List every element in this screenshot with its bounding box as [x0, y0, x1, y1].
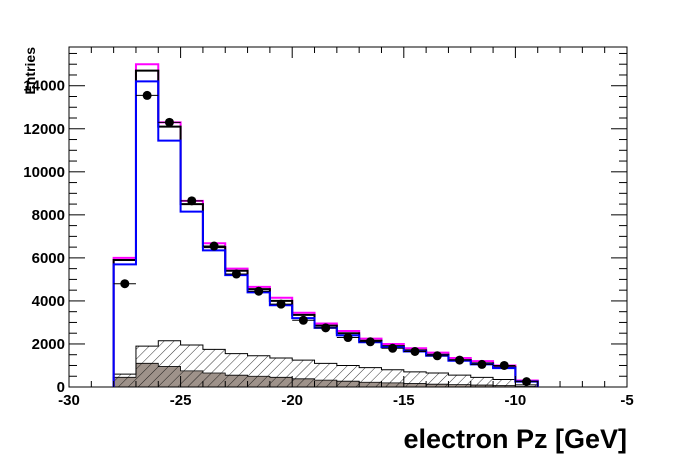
data-point	[499, 360, 509, 370]
data-point	[522, 377, 532, 387]
y-tick-label: 10000	[23, 164, 65, 181]
data-point	[388, 343, 398, 353]
data-point	[142, 90, 152, 100]
y-tick-label: 14000	[23, 78, 65, 95]
step-series-line-0	[112, 63, 539, 387]
y-tick-label: 0	[57, 379, 65, 396]
x-tick-label: -5	[620, 392, 633, 409]
data-point	[410, 346, 420, 356]
x-tick-label: -10	[505, 392, 527, 409]
y-axis-title: Entries	[22, 47, 38, 95]
data-point	[455, 355, 465, 365]
step-histogram-layer	[112, 63, 539, 387]
x-tick-label: -20	[281, 392, 303, 409]
data-point	[187, 196, 197, 206]
hatched-series-area	[113, 340, 539, 388]
data-point	[209, 241, 219, 251]
step-series-line-1	[112, 69, 539, 387]
data-point	[432, 351, 442, 361]
data-point	[298, 315, 308, 325]
x-tick-label: -30	[58, 392, 80, 409]
y-tick-label: 2000	[32, 336, 65, 353]
y-tick-label: 4000	[32, 293, 65, 310]
x-tick-label: -15	[393, 392, 415, 409]
data-point	[254, 286, 264, 296]
y-tick-label: 12000	[23, 121, 65, 138]
data-point	[120, 279, 130, 289]
data-point	[343, 333, 353, 343]
data-point	[164, 117, 174, 127]
data-point	[477, 359, 487, 369]
data-point	[231, 269, 241, 279]
x-tick-label: -25	[170, 392, 192, 409]
data-points-layer	[113, 90, 538, 387]
axes-layer: -30 -25 -20 -15 -10 -5 0 2000 4000 6000 8000 10000 1…	[23, 47, 634, 409]
y-tick-label: 6000	[32, 250, 65, 267]
data-point	[276, 299, 286, 309]
data-point	[321, 323, 331, 333]
data-point	[365, 337, 375, 347]
hatched-background-layer	[113, 340, 539, 388]
y-tick-label: 8000	[32, 207, 65, 224]
x-axis-title: electron Pz [GeV]	[403, 424, 627, 454]
